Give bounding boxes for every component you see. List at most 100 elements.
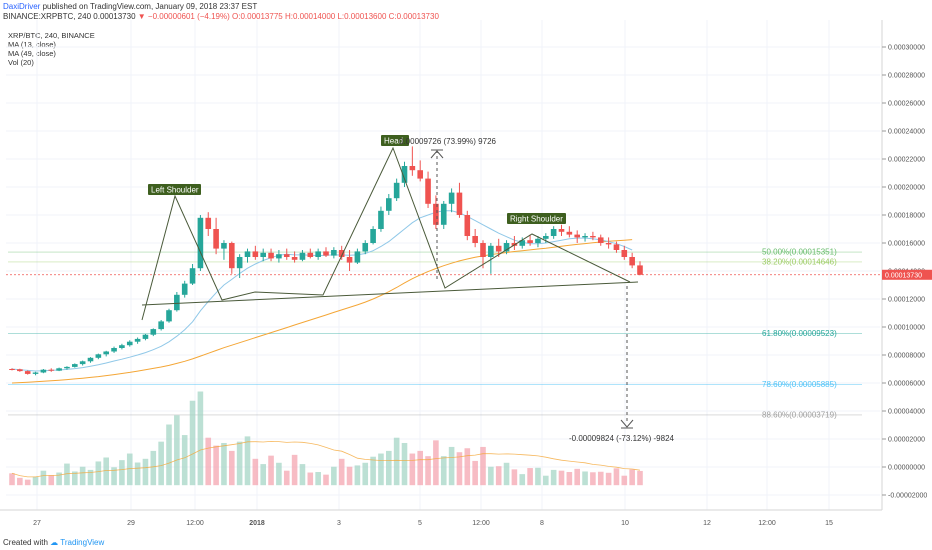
ma13-line <box>11 210 633 372</box>
chart-legend-title: XRP/BTC, 240, BINANCE <box>8 31 95 40</box>
legend-ma49[interactable]: MA (49, close) <box>8 49 56 58</box>
candle-body <box>401 166 408 183</box>
fib-label: 50.00%(0.00015351) <box>762 248 837 257</box>
candle-body <box>307 252 314 257</box>
candle-body <box>111 348 117 352</box>
candle-body <box>72 364 78 367</box>
candle-body <box>543 236 549 239</box>
pattern-outline <box>141 146 631 321</box>
candle-body <box>205 217 212 229</box>
volume-bar <box>440 456 447 486</box>
candle-body <box>456 192 463 215</box>
candle-body <box>79 361 86 365</box>
volume-bar <box>236 441 243 486</box>
candle-body <box>527 240 533 243</box>
candle-body <box>126 341 133 346</box>
candle-body <box>197 217 204 269</box>
volume-bar <box>401 442 408 486</box>
candle-body <box>472 236 478 243</box>
volume-bar <box>9 473 15 486</box>
candle-body <box>229 243 235 269</box>
low-value: L:0.00013600 <box>337 12 387 21</box>
candle-body <box>323 251 329 256</box>
candle-body <box>174 294 180 311</box>
candle-body <box>221 243 227 249</box>
down-arrow-icon: ▼ <box>137 12 146 21</box>
volume-bar <box>527 468 533 486</box>
candle-body <box>605 243 612 245</box>
price-tick-label: 0.00008000 <box>888 353 925 360</box>
candle-body <box>346 257 353 263</box>
volume-bar <box>495 466 502 486</box>
volume-bar <box>511 469 518 486</box>
candle-body <box>386 198 392 211</box>
head-and-shoulders-pattern: Left Shoulder Head Right Shoulder 0.0000972… <box>141 135 675 443</box>
publish-line: DaxiDriver published on TradingView.com,… <box>3 2 257 11</box>
candle-body <box>629 257 635 266</box>
volume-bar <box>283 470 290 486</box>
candle-body <box>440 203 447 225</box>
volume-bar <box>621 475 628 486</box>
volume-bar <box>605 472 612 486</box>
time-tick-label: 27 <box>33 520 41 527</box>
price-tick-label: 0.00022000 <box>888 157 925 164</box>
footer: Created with ☁ TradingView <box>3 538 104 547</box>
last-price-label: 0.00013730 <box>885 272 922 279</box>
close-value: C:0.00013730 <box>388 12 439 21</box>
fib-label: 61.80%(0.00009523) <box>762 329 837 338</box>
candle-body <box>244 251 251 257</box>
volume-bar <box>79 466 86 486</box>
author-link[interactable]: DaxiDriver <box>3 2 41 11</box>
candle-body <box>299 252 306 260</box>
candle-body <box>252 251 259 257</box>
volume-bar <box>32 476 39 486</box>
moving-averages <box>11 210 633 384</box>
price-tick-label: 0.00026000 <box>888 101 925 108</box>
volume-bar <box>252 458 259 486</box>
candle-body <box>574 234 580 238</box>
candle-body <box>566 231 573 235</box>
volume-bar <box>582 471 588 486</box>
candle-body <box>283 254 290 257</box>
time-tick-label: 12 <box>703 520 711 527</box>
tradingview-brand[interactable]: TradingView <box>60 538 105 547</box>
volume-bar <box>174 415 180 486</box>
volume-bar <box>299 464 306 486</box>
volume-bar <box>181 435 188 486</box>
volume-bar <box>448 446 455 486</box>
high-value: H:0.00014000 <box>284 12 336 21</box>
candle-body <box>597 237 604 243</box>
price-chart[interactable]: 50.00%(0.00015351)38.20%(0.00014646) 61.8… <box>0 20 932 530</box>
price-tick-label: 0.00002000 <box>888 437 925 444</box>
volume-bar <box>24 479 31 486</box>
head-measure-arrow <box>430 149 444 159</box>
last-price-tag <box>882 269 932 280</box>
candle-body <box>519 240 526 246</box>
volume-bar <box>95 461 102 486</box>
candle-body <box>621 250 628 257</box>
candle-body <box>103 351 109 355</box>
candle-body <box>378 210 384 229</box>
candle-body <box>315 251 321 257</box>
candle-body <box>236 257 243 269</box>
fibonacci-levels: 50.00%(0.00015351)38.20%(0.00014646) 61.8… <box>8 248 862 419</box>
volume-bar <box>590 472 596 486</box>
published-text: published on TradingView.com, January 09… <box>42 2 258 11</box>
volume-bar <box>17 477 23 486</box>
volume-bar <box>56 472 62 486</box>
volume-bar <box>126 453 133 486</box>
price-axis: 0.00030000 0.00028000 0.00026000 0.00024000… <box>881 20 932 510</box>
volume-bar <box>488 466 494 486</box>
legend-ma13[interactable]: MA (13, close) <box>8 40 56 49</box>
volume-bar <box>64 463 70 486</box>
price-tick-label: 0.00030000 <box>888 45 925 52</box>
candle-body <box>9 369 15 370</box>
volume-bar <box>150 450 157 486</box>
candle-body <box>488 245 494 257</box>
volume-bar <box>417 450 423 486</box>
volume-bar <box>346 466 353 486</box>
price-tick-label: -0.00002000 <box>888 493 927 500</box>
candle-body <box>409 166 416 171</box>
legend-volume[interactable]: Vol (20) <box>8 58 34 67</box>
volume-bars <box>9 391 643 486</box>
